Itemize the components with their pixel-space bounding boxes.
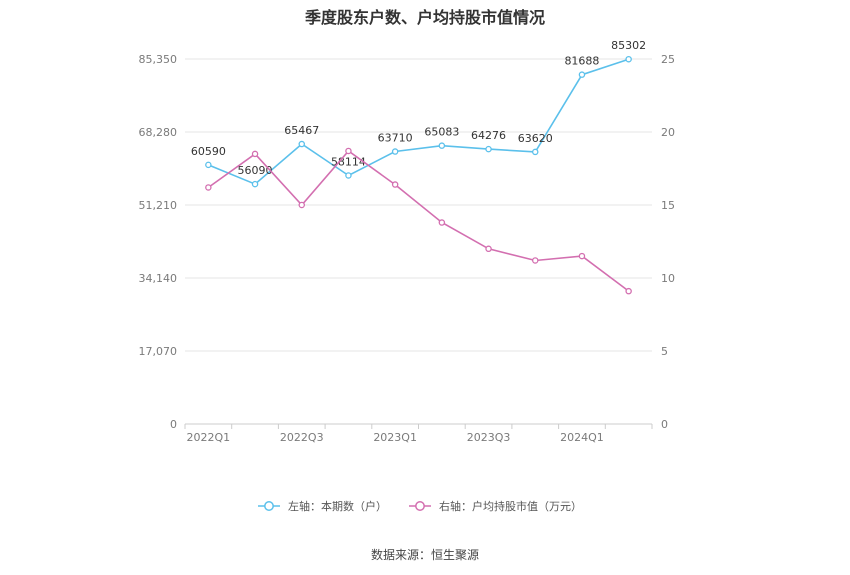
right-axis-tick-label: 15: [661, 199, 675, 212]
data-point: [532, 257, 539, 264]
series-line-avg-holding-value: [207, 149, 630, 292]
series-line-shareholder-count: [207, 58, 629, 186]
data-point: [345, 172, 352, 179]
data-label: 81688: [564, 55, 599, 68]
left-axis-tick-label: 85,350: [139, 53, 178, 66]
data-point: [391, 181, 399, 188]
data-label: 65467: [284, 124, 319, 137]
x-axis-tick-label: 2022Q3: [280, 431, 324, 444]
data-point: [298, 201, 305, 209]
data-point: [205, 184, 212, 191]
left-axis-tick-label: 17,070: [139, 345, 178, 358]
data-label: 64276: [471, 129, 506, 142]
legend-label: 右轴：户均持股市值（万元）: [439, 499, 582, 513]
data-point: [485, 245, 492, 253]
left-axis-tick-label: 51,210: [139, 199, 178, 212]
x-axis-tick-label: 2023Q3: [467, 431, 511, 444]
data-point: [625, 55, 632, 63]
data-point: [578, 252, 586, 260]
data-point: [205, 161, 212, 169]
data-point: [625, 287, 632, 295]
right-axis-tick-label: 10: [661, 272, 675, 285]
data-label: 63710: [378, 132, 413, 145]
data-point: [485, 145, 492, 153]
data-point: [345, 147, 352, 155]
legend-swatch-marker: [415, 501, 425, 511]
right-axis-tick-label: 20: [661, 126, 675, 139]
right-axis-tick-label: 0: [661, 418, 668, 431]
data-point: [532, 148, 539, 156]
x-axis-tick-label: 2022Q1: [187, 431, 231, 444]
data-point: [438, 142, 446, 149]
data-point: [251, 180, 259, 188]
data-source: 数据来源：恒生聚源: [370, 548, 479, 562]
chart-title: 季度股东户数、户均持股市值情况: [304, 8, 545, 27]
legend-swatch-marker: [264, 501, 274, 511]
right-axis-tick-label: 5: [661, 345, 668, 358]
data-point: [251, 150, 259, 158]
x-axis-tick-label: 2024Q1: [560, 431, 604, 444]
data-label: 65083: [424, 126, 459, 139]
left-axis-tick-label: 0: [170, 418, 177, 431]
legend-label: 左轴：本期数（户）: [288, 499, 387, 513]
data-point: [578, 71, 586, 78]
x-axis-tick-label: 2023Q1: [373, 431, 417, 444]
data-label: 58114: [331, 155, 366, 168]
data-label: 85302: [611, 39, 646, 52]
data-label: 56090: [238, 164, 273, 177]
data-point: [391, 148, 399, 155]
right-axis-tick-label: 25: [661, 53, 675, 66]
left-axis-tick-label: 34,140: [139, 272, 178, 285]
data-point: [298, 140, 305, 148]
left-axis-tick-label: 68,280: [139, 126, 178, 139]
data-label: 60590: [191, 145, 226, 158]
data-label: 63620: [518, 132, 553, 145]
data-point: [438, 219, 446, 226]
